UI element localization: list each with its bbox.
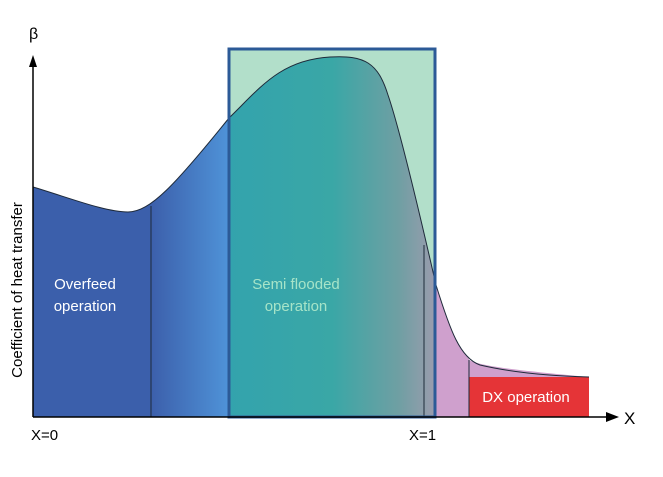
- overfeed-label-line1: Overfeed: [54, 276, 116, 293]
- x-axis-arrow: [606, 412, 619, 422]
- x-tick-start: X=0: [31, 427, 58, 444]
- y-axis-label: Coefficient of heat transfer: [9, 202, 26, 378]
- overfeed-label-line2: operation: [54, 298, 117, 315]
- dx-region: [469, 56, 589, 417]
- x-axis-symbol: X: [624, 409, 635, 428]
- y-axis-arrow: [29, 55, 37, 67]
- dx-label: DX operation: [482, 389, 570, 406]
- x-tick-end: X=1: [409, 427, 436, 444]
- semi-flooded-label-line1: Semi flooded: [252, 276, 340, 293]
- heat-transfer-curve: [32, 56, 590, 378]
- semi-flooded-label-line2: operation: [265, 298, 328, 315]
- y-axis-symbol: β: [29, 26, 38, 43]
